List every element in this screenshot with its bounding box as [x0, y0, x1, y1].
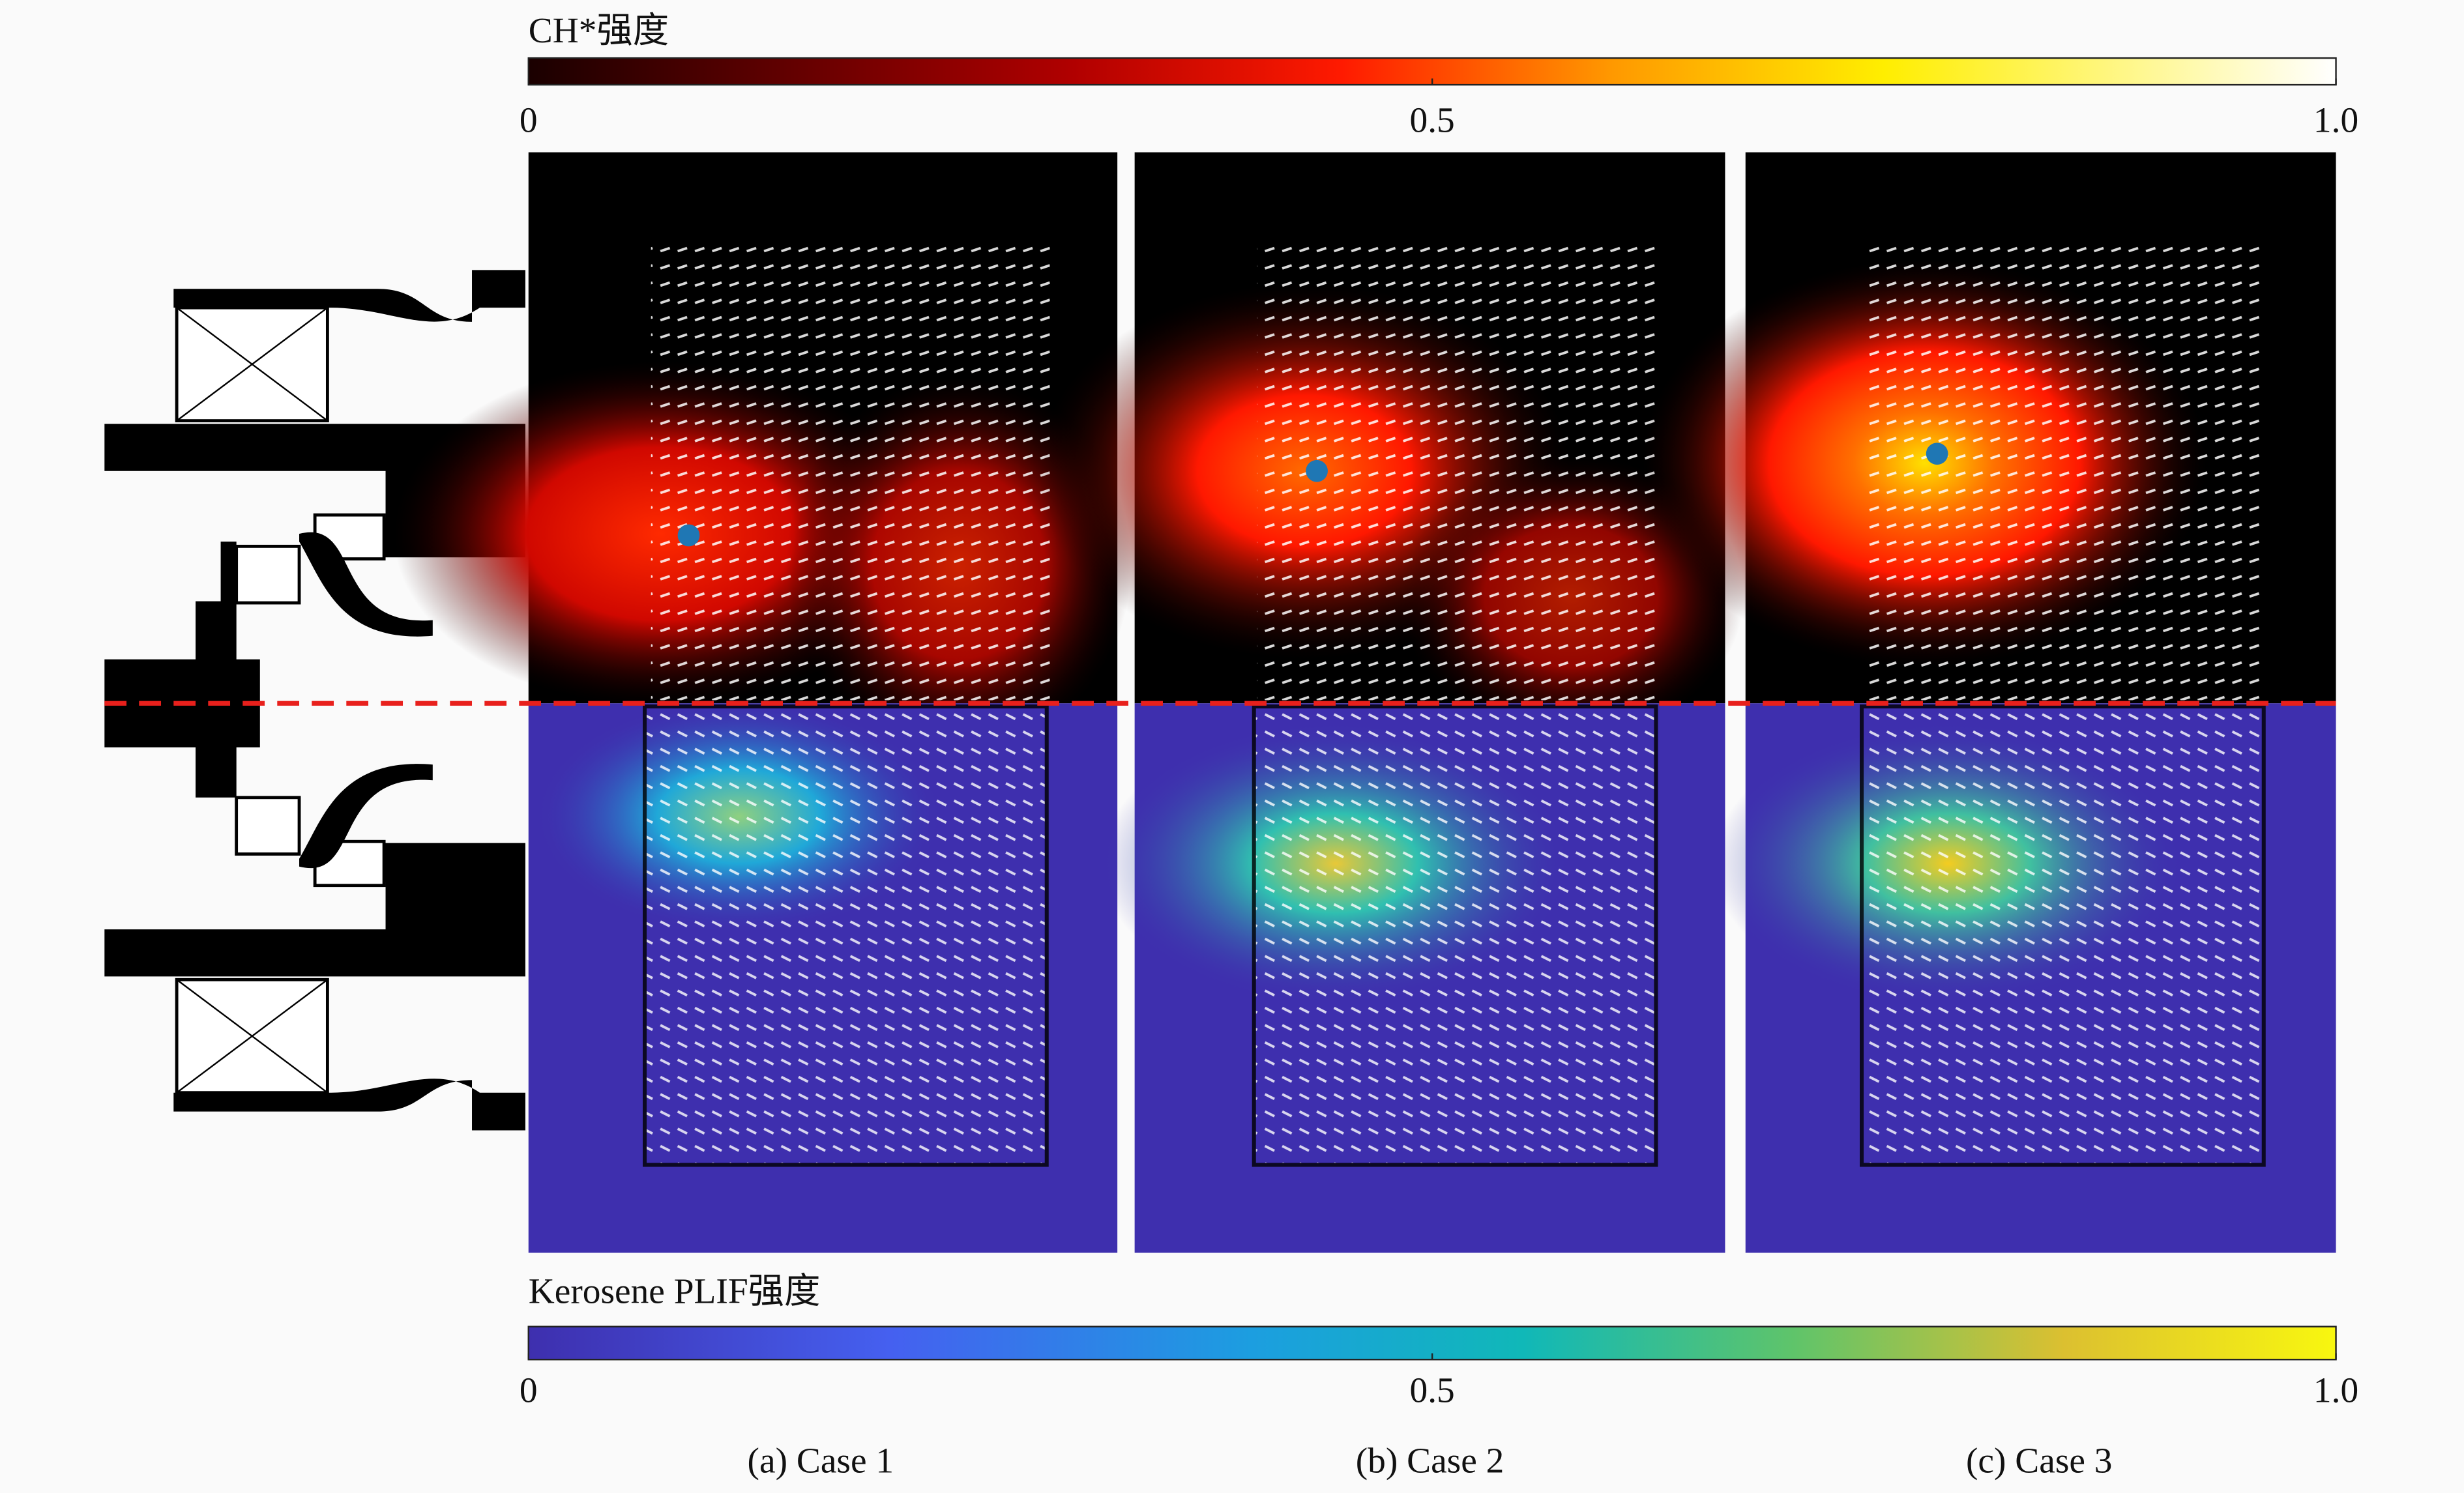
tick-label: 0: [520, 100, 538, 139]
panel-caption: (c) Case 3: [1966, 1441, 2113, 1481]
tick-label: 0.5: [1410, 1370, 1455, 1410]
panel-caption: (a) Case 1: [748, 1441, 894, 1481]
panel-caption: (b) Case 2: [1356, 1441, 1504, 1481]
tick-label: 1.0: [2313, 100, 2358, 139]
panel: [393, 152, 1132, 1253]
colorbar-title: CH*强度: [529, 10, 669, 50]
tick-label: 1.0: [2313, 1370, 2358, 1410]
tick-label: 0.5: [1410, 100, 1455, 139]
panel: [1641, 152, 2336, 1253]
colorbar-title: Kerosene PLIF强度: [529, 1271, 821, 1311]
combustor-schematic: [104, 270, 525, 1131]
panel: [1037, 152, 1744, 1253]
tick-label: 0: [520, 1370, 538, 1410]
